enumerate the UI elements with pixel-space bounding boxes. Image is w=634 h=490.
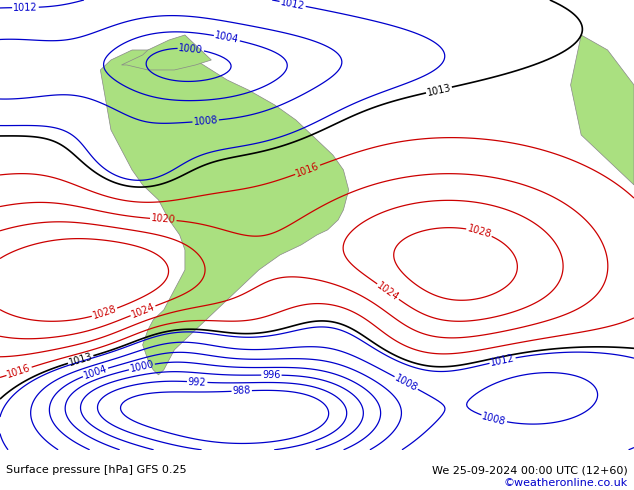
Text: 1013: 1013 [67, 351, 94, 368]
Text: 1004: 1004 [82, 364, 108, 381]
Text: We 25-09-2024 00:00 UTC (12+60): We 25-09-2024 00:00 UTC (12+60) [432, 465, 628, 475]
Text: 1028: 1028 [466, 223, 493, 240]
Polygon shape [571, 35, 634, 185]
Text: 1024: 1024 [375, 280, 401, 303]
Text: Surface pressure [hPa] GFS 0.25: Surface pressure [hPa] GFS 0.25 [6, 465, 187, 475]
Text: 1024: 1024 [130, 301, 157, 320]
Text: 1012: 1012 [13, 2, 38, 13]
Text: 1008: 1008 [393, 373, 419, 393]
Text: 1016: 1016 [294, 161, 321, 179]
Text: 992: 992 [188, 377, 207, 388]
Polygon shape [100, 50, 349, 375]
Text: 1013: 1013 [426, 82, 452, 98]
Text: 1016: 1016 [6, 363, 32, 380]
Text: 1020: 1020 [151, 214, 176, 225]
Text: 988: 988 [233, 386, 251, 396]
Text: 1008: 1008 [481, 411, 507, 427]
Polygon shape [122, 35, 211, 70]
Text: 1028: 1028 [91, 304, 118, 321]
Text: ©weatheronline.co.uk: ©weatheronline.co.uk [503, 478, 628, 488]
Text: 1008: 1008 [193, 115, 218, 127]
Text: 1000: 1000 [129, 359, 155, 374]
Text: 1000: 1000 [178, 43, 204, 55]
Text: 1012: 1012 [280, 0, 306, 11]
Text: 1012: 1012 [489, 353, 515, 368]
Text: 1004: 1004 [214, 31, 240, 46]
Text: 996: 996 [262, 370, 281, 380]
